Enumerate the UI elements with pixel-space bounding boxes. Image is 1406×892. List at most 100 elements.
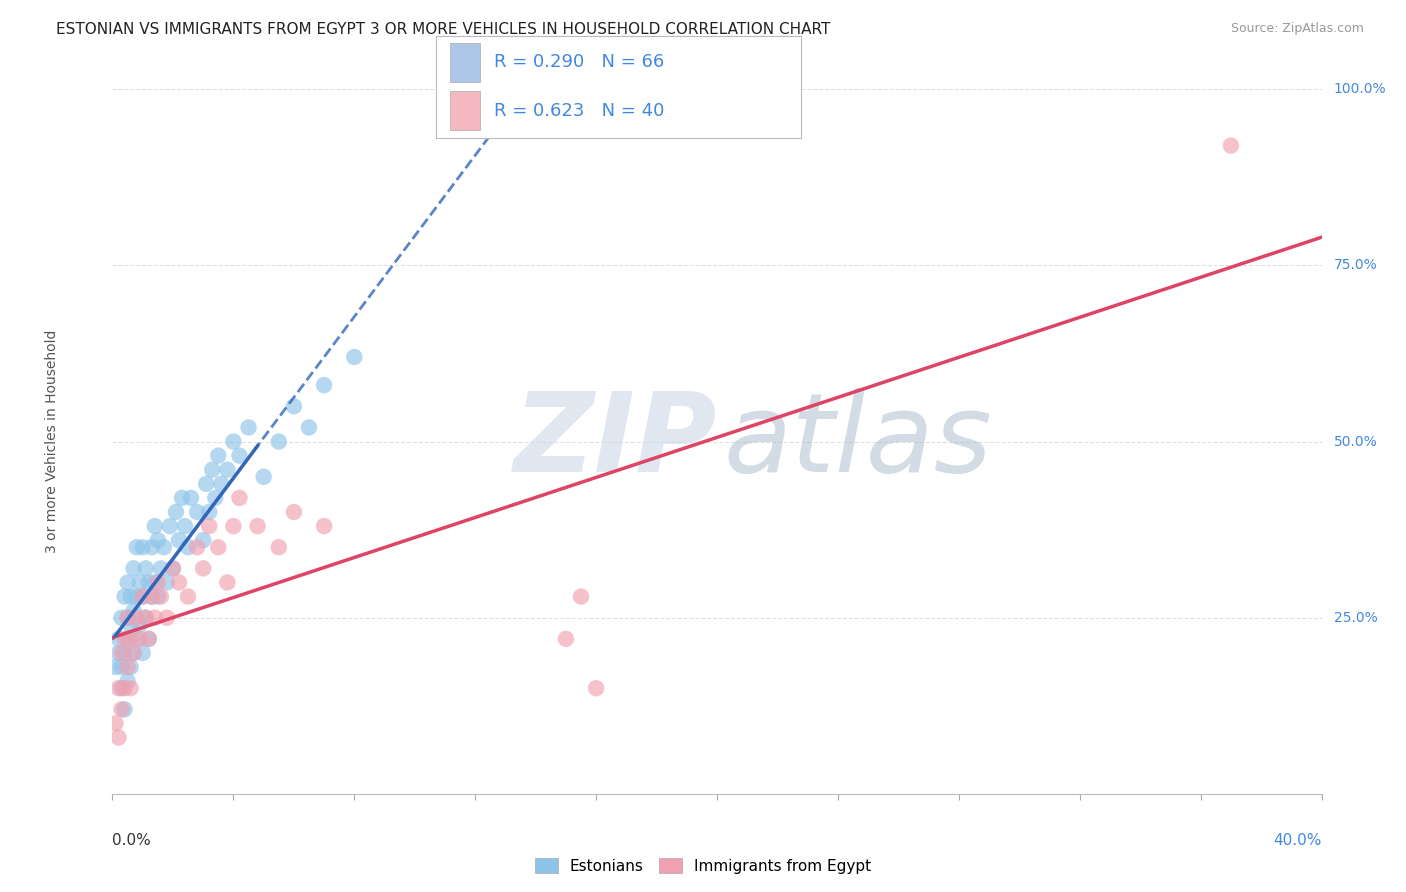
Point xyxy=(149,561,172,575)
Point xyxy=(117,660,139,674)
Text: ZIP: ZIP xyxy=(513,388,717,495)
Point xyxy=(110,702,132,716)
Text: R = 0.290   N = 66: R = 0.290 N = 66 xyxy=(495,54,665,71)
Text: 40.0%: 40.0% xyxy=(1274,832,1322,847)
Text: atlas: atlas xyxy=(723,388,991,495)
Point xyxy=(267,540,290,554)
Point xyxy=(156,610,179,624)
Point xyxy=(132,590,155,604)
Point xyxy=(569,590,592,604)
Point xyxy=(146,533,169,548)
Point xyxy=(222,434,245,449)
Point xyxy=(114,632,136,646)
Point xyxy=(122,604,145,618)
Point xyxy=(283,399,305,413)
Point xyxy=(554,632,576,646)
Point xyxy=(141,540,163,554)
Point xyxy=(174,519,197,533)
Point xyxy=(125,540,148,554)
Point xyxy=(114,646,136,660)
Point xyxy=(122,561,145,575)
Text: R = 0.623   N = 40: R = 0.623 N = 40 xyxy=(495,102,665,120)
Text: 100.0%: 100.0% xyxy=(1334,82,1386,96)
Bar xyxy=(450,43,479,82)
Point xyxy=(314,378,336,392)
Point xyxy=(585,681,607,696)
Point xyxy=(143,575,166,590)
Point xyxy=(128,632,150,646)
Point xyxy=(117,610,139,624)
Point xyxy=(170,491,193,505)
Text: 50.0%: 50.0% xyxy=(1334,434,1378,449)
Bar xyxy=(450,91,479,130)
Point xyxy=(253,469,276,483)
Point xyxy=(246,519,269,533)
Point xyxy=(135,561,157,575)
Point xyxy=(153,540,176,554)
Point xyxy=(110,660,132,674)
Point xyxy=(238,420,260,434)
Point xyxy=(146,590,169,604)
Point xyxy=(132,540,155,554)
Point xyxy=(191,561,214,575)
Text: 25.0%: 25.0% xyxy=(1334,611,1378,624)
Point xyxy=(167,575,190,590)
Point xyxy=(180,491,202,505)
Point xyxy=(177,590,200,604)
Point xyxy=(156,575,179,590)
Point xyxy=(165,505,187,519)
Point xyxy=(149,590,172,604)
Point xyxy=(125,632,148,646)
Point xyxy=(186,505,208,519)
Point xyxy=(135,610,157,624)
Point xyxy=(122,646,145,660)
Point xyxy=(167,533,190,548)
Text: 75.0%: 75.0% xyxy=(1334,259,1378,272)
Point xyxy=(107,646,129,660)
Point xyxy=(207,449,229,463)
Point xyxy=(132,646,155,660)
Point xyxy=(132,590,155,604)
Point xyxy=(198,505,221,519)
Point xyxy=(120,660,142,674)
Point xyxy=(343,350,366,364)
Point xyxy=(298,420,321,434)
Point xyxy=(191,533,214,548)
Point xyxy=(143,610,166,624)
Point xyxy=(283,505,305,519)
Point xyxy=(122,646,145,660)
Point xyxy=(207,540,229,554)
Point xyxy=(110,646,132,660)
Point xyxy=(1220,138,1243,153)
Point xyxy=(110,610,132,624)
Point xyxy=(314,519,336,533)
Point xyxy=(201,463,224,477)
Point xyxy=(228,449,250,463)
Point xyxy=(117,674,139,689)
Point xyxy=(198,519,221,533)
Point xyxy=(141,590,163,604)
Point xyxy=(125,610,148,624)
Point xyxy=(107,632,129,646)
Point xyxy=(143,519,166,533)
Legend: Estonians, Immigrants from Egypt: Estonians, Immigrants from Egypt xyxy=(529,852,877,880)
Point xyxy=(104,716,127,731)
Text: 0.0%: 0.0% xyxy=(112,832,152,847)
Point xyxy=(209,476,232,491)
Text: ESTONIAN VS IMMIGRANTS FROM EGYPT 3 OR MORE VEHICLES IN HOUSEHOLD CORRELATION CH: ESTONIAN VS IMMIGRANTS FROM EGYPT 3 OR M… xyxy=(56,22,831,37)
Point xyxy=(120,590,142,604)
Point xyxy=(117,610,139,624)
Point xyxy=(138,575,160,590)
Point xyxy=(104,660,127,674)
Point xyxy=(228,491,250,505)
Point xyxy=(222,519,245,533)
Point xyxy=(120,681,142,696)
Point xyxy=(177,540,200,554)
Point xyxy=(204,491,226,505)
Point xyxy=(162,561,184,575)
Point xyxy=(107,731,129,745)
Point xyxy=(138,632,160,646)
Point xyxy=(114,702,136,716)
Text: Source: ZipAtlas.com: Source: ZipAtlas.com xyxy=(1230,22,1364,36)
Point xyxy=(195,476,218,491)
